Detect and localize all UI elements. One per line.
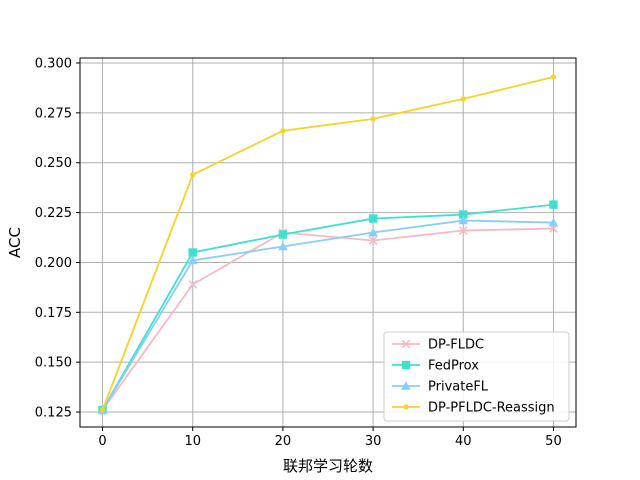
data-point-privatefl [368,227,378,237]
legend: DP-FLDC FedProx PrivateFL DP-PFLDC-Reassign [383,331,570,422]
series-line-fedprox [101,203,554,411]
y-tick-label: 0.300 [35,56,72,71]
data-point-fedprox [188,248,197,257]
x-axis-label: 联邦学习轮数 [283,457,373,475]
data-point-dp-fldc [458,226,468,235]
data-point-dp-pfldc-reassign [190,172,196,178]
legend-marker [403,404,409,410]
axis-ticks: 0 10 20 30 40 50 0.125 0.150 0.175 0.200 0.225 0.25… [35,56,562,449]
legend-label: DP-PFLDC-Reassign [428,401,555,416]
y-tick-label: 0.150 [35,356,72,371]
legend-box [383,331,570,422]
x-tick-label: 20 [275,434,292,449]
data-point-privatefl [548,217,559,227]
data-point-dp-pfldc-reassign [280,128,286,134]
legend-label: FedProx [428,359,479,374]
legend-marker [401,381,411,390]
data-point-dp-pfldc-reassign [550,74,557,80]
series-line-dp-pfldc-reassign [101,76,554,411]
legend-marker [401,339,411,349]
series-layer [97,74,559,415]
data-point-privatefl [458,215,469,225]
x-tick-label: 10 [184,434,201,449]
data-point-fedprox [368,214,378,223]
grid-lines [80,58,576,427]
data-point-dp-fldc [368,236,378,245]
data-point-privatefl [187,255,198,265]
data-point-dp-fldc [188,280,198,289]
x-tick-label: 50 [545,434,562,449]
y-tick-label: 0.125 [35,406,72,421]
x-tick-label: 40 [455,434,472,449]
data-point-dp-pfldc-reassign [370,116,376,122]
series-line-privatefl [101,219,554,411]
series-dp-pfldc-reassign [99,74,557,413]
y-tick-label: 0.200 [35,256,72,271]
series-privatefl [97,215,559,414]
data-point-fedprox [549,200,558,209]
y-tick-label: 0.250 [35,156,72,171]
legend-item-privatefl: PrivateFL [392,380,489,395]
data-point-dp-pfldc-reassign [99,407,106,413]
legend-label: PrivateFL [428,380,489,395]
x-tick-label: 0 [98,434,106,449]
data-point-fedprox [278,230,288,239]
plot-frame [79,57,577,428]
legend-item-dp-fldc: DP-FLDC [392,338,484,353]
x-tick-label: 30 [365,434,382,449]
legend-item-dp-pfldc-reassign: DP-PFLDC-Reassign [392,401,555,416]
data-point-fedprox [459,210,468,219]
y-tick-label: 0.275 [35,106,72,121]
y-axis-label: ACC [6,227,24,258]
data-point-dp-pfldc-reassign [460,96,466,102]
data-point-privatefl [278,241,288,251]
y-tick-label: 0.225 [35,206,72,221]
series-line-dp-fldc [101,227,554,411]
legend-marker [401,360,411,370]
legend-item-fedprox: FedProx [392,359,479,374]
y-tick-label: 0.175 [35,306,72,321]
legend-label: DP-FLDC [428,338,484,353]
